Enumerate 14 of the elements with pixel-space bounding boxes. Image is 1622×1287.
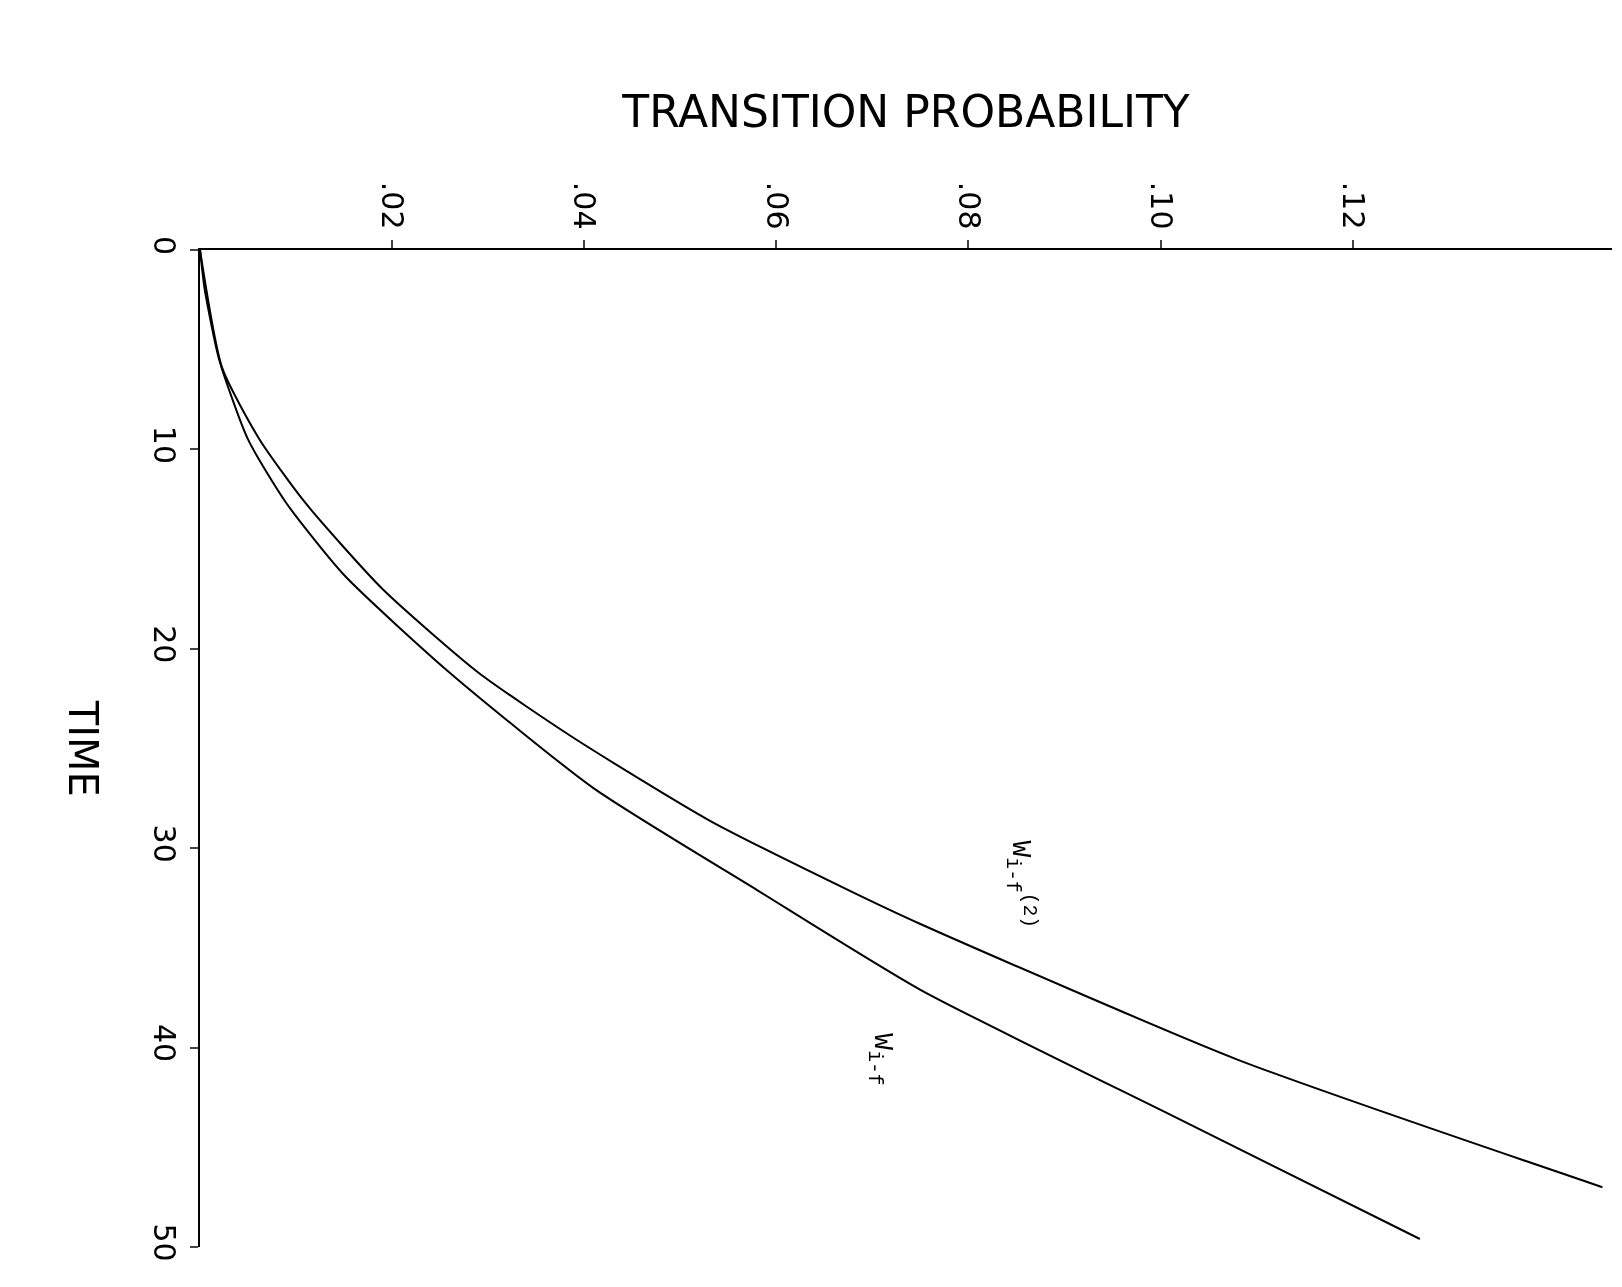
y-axis-title: TIME [60,699,107,797]
y-tick-label: 40 [147,1024,182,1063]
y-tick-label: 10 [147,425,182,464]
y-tick-label: 0 [147,235,182,256]
y-tick-label: 30 [147,824,182,863]
x-tick-label: .10 [1143,181,1179,230]
x-tick-label: .06 [759,181,795,230]
x-axis-title: TRANSITION PROBABILITY [621,86,1190,138]
x-tick-label: .08 [951,181,987,230]
y-tick-label: 20 [147,625,182,664]
y-tick-label: 50 [147,1223,182,1262]
x-tick-label: .04 [567,181,603,230]
x-tick-label: .12 [1335,181,1371,230]
x-tick-label: .02 [375,181,411,230]
